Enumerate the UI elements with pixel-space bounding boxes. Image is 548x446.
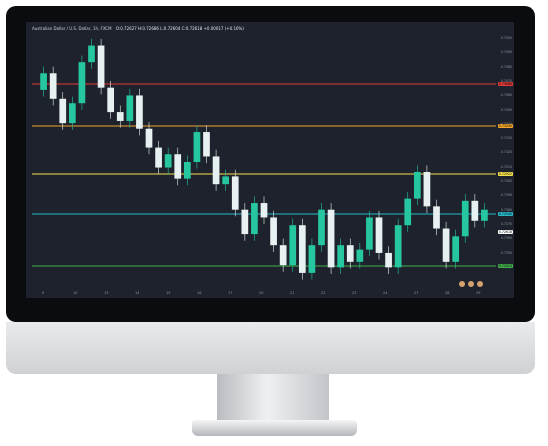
level-price-tag: 0.73666 bbox=[497, 82, 513, 86]
candle-body bbox=[107, 87, 115, 113]
price-chart[interactable] bbox=[26, 22, 514, 298]
time-axis-label: 27 bbox=[414, 291, 419, 295]
candle-body bbox=[126, 95, 134, 121]
candle-body bbox=[481, 209, 488, 221]
time-axis-label: 15 bbox=[166, 291, 171, 295]
trading-chart-screen[interactable]: Australian Dollar / U.S. Dollar, 1h, FXC… bbox=[26, 22, 514, 298]
price-axis-label: 0.7450 bbox=[500, 107, 512, 112]
candle-body bbox=[136, 95, 143, 129]
time-axis-label: 20 bbox=[259, 291, 264, 295]
candle-body bbox=[423, 171, 431, 207]
candle-body bbox=[203, 132, 210, 157]
symbol-name: Australian Dollar / U.S. Dollar, 1h, FXC… bbox=[32, 26, 112, 31]
level-price-tag: 0.72922 bbox=[497, 172, 513, 176]
price-axis-label: 0.7380 bbox=[500, 207, 512, 212]
price-axis-label: 0.7470 bbox=[500, 78, 512, 83]
time-axis-label: 29 bbox=[476, 291, 481, 295]
candle-body bbox=[327, 209, 335, 268]
candle-body bbox=[279, 245, 287, 266]
candle-body bbox=[298, 225, 306, 273]
candle-body bbox=[59, 98, 67, 124]
candle-body bbox=[375, 217, 383, 253]
camera-icon[interactable] bbox=[468, 281, 474, 287]
price-axis-label: 0.7420 bbox=[500, 150, 512, 155]
time-axis-label: 16 bbox=[197, 291, 202, 295]
candle-body bbox=[183, 162, 191, 179]
last-price-tag: 0.72618 bbox=[497, 230, 513, 234]
candle-body bbox=[337, 245, 345, 268]
candle-body bbox=[394, 225, 402, 268]
price-axis-label: 0.7390 bbox=[500, 193, 512, 198]
candle-body bbox=[471, 200, 479, 221]
candle-body bbox=[164, 154, 172, 168]
monitor-base bbox=[192, 420, 357, 436]
monitor-chin bbox=[6, 322, 535, 374]
candle-body bbox=[452, 236, 460, 262]
time-axis-label: 13 bbox=[104, 291, 109, 295]
candle-body bbox=[97, 45, 105, 88]
candle-body bbox=[260, 203, 268, 218]
price-axis-label: 0.7500 bbox=[500, 36, 512, 40]
candle-body bbox=[212, 156, 220, 185]
candle-body bbox=[318, 209, 325, 246]
candle-body bbox=[251, 203, 258, 235]
candle-body bbox=[88, 45, 95, 63]
candle-body bbox=[366, 217, 373, 250]
price-axis-label: 0.7430 bbox=[500, 136, 512, 141]
candle-body bbox=[222, 176, 230, 185]
time-axis-label: 9 bbox=[42, 291, 45, 295]
time-axis-label: 21 bbox=[290, 291, 295, 295]
candle-body bbox=[155, 147, 162, 168]
candle-body bbox=[385, 252, 392, 268]
candle-body bbox=[78, 62, 86, 104]
time-axis-label: 24 bbox=[383, 291, 388, 295]
candle-body bbox=[433, 206, 440, 229]
time-axis-label: 22 bbox=[321, 291, 326, 295]
candle-body bbox=[308, 245, 316, 273]
monitor-neck bbox=[217, 374, 329, 424]
gear-icon[interactable] bbox=[459, 281, 465, 287]
chart-toolbar[interactable] bbox=[459, 281, 503, 287]
time-axis-label: 28 bbox=[445, 291, 450, 295]
price-axis-label: 0.7460 bbox=[500, 93, 512, 98]
time-axis-label: 10 bbox=[73, 291, 78, 295]
candle-body bbox=[461, 200, 469, 237]
candle-body bbox=[40, 73, 47, 90]
symbol-header: Australian Dollar / U.S. Dollar, 1h, FXC… bbox=[32, 26, 244, 31]
candle-body bbox=[356, 249, 364, 262]
price-axis-label: 0.7490 bbox=[500, 50, 512, 55]
candle-body bbox=[413, 171, 421, 199]
level-price-tag: 0.73290 bbox=[497, 124, 513, 128]
candle-body bbox=[193, 132, 201, 162]
candle-body bbox=[270, 217, 277, 246]
candle-body bbox=[346, 245, 354, 262]
candle-body bbox=[116, 112, 124, 121]
price-axis-label: 0.7370 bbox=[500, 221, 512, 226]
candle-body bbox=[404, 198, 412, 226]
candle-body bbox=[241, 209, 249, 235]
price-axis-label: 0.7410 bbox=[500, 164, 512, 169]
candle-body bbox=[442, 228, 450, 262]
candle-body bbox=[145, 128, 153, 148]
time-axis-label: 23 bbox=[352, 291, 357, 295]
price-axis-label: 0.7400 bbox=[500, 179, 512, 183]
time-axis-label: 17 bbox=[228, 291, 233, 295]
ohlc-values: O:0.72627 H:0.72686 L:0.72604 C:0.72618 … bbox=[115, 26, 244, 31]
candle-body bbox=[231, 176, 239, 210]
price-axis-label: 0.7480 bbox=[500, 64, 512, 69]
candle-body bbox=[174, 154, 182, 179]
level-price-tag: 0.72024 bbox=[497, 264, 513, 268]
fullscreen-icon[interactable] bbox=[477, 281, 483, 287]
time-axis-label: 14 bbox=[135, 291, 140, 295]
candle-body bbox=[68, 103, 76, 124]
price-axis-label: 0.7440 bbox=[501, 122, 512, 126]
price-axis-label: 0.7360 bbox=[500, 236, 512, 241]
candle-body bbox=[289, 225, 297, 266]
price-axis-label: 0.7350 bbox=[500, 250, 512, 255]
level-price-tag: 0.72540 bbox=[497, 212, 513, 216]
candle-body bbox=[49, 73, 57, 99]
